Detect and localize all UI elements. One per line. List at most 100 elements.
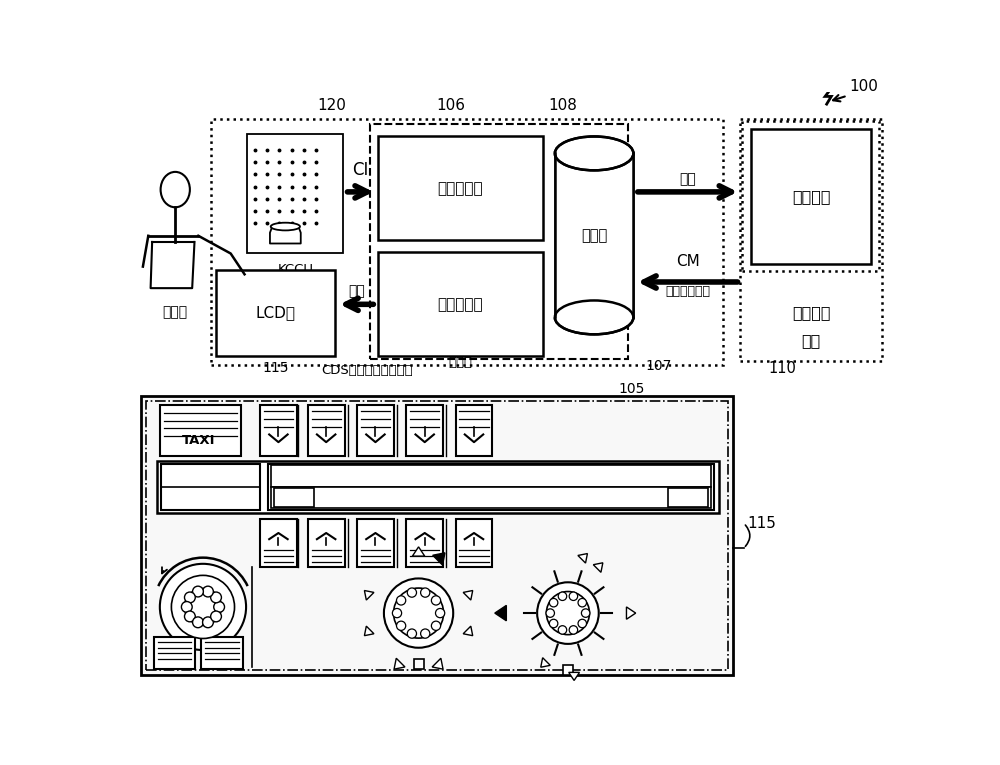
Ellipse shape (549, 598, 558, 607)
Ellipse shape (203, 586, 213, 597)
Text: 航空电子: 航空电子 (792, 305, 831, 321)
Polygon shape (593, 563, 603, 572)
Bar (308, 519, 345, 567)
Text: 107: 107 (645, 359, 671, 373)
Bar (260, 519, 297, 567)
Ellipse shape (546, 609, 554, 617)
Text: 系统: 系统 (802, 333, 821, 348)
Bar (406, 405, 443, 456)
Ellipse shape (271, 223, 300, 230)
Polygon shape (394, 658, 405, 669)
Ellipse shape (171, 575, 235, 639)
Bar (555, 154, 633, 317)
Polygon shape (432, 658, 443, 669)
Text: CM: CM (676, 254, 700, 269)
Bar (274, 488, 314, 507)
Text: 105: 105 (619, 382, 645, 396)
Ellipse shape (436, 608, 445, 617)
Bar (211, 119, 723, 365)
Bar (370, 124, 628, 359)
Bar (201, 637, 243, 669)
Bar (146, 401, 728, 670)
Bar (357, 519, 394, 567)
Bar (157, 461, 719, 513)
Bar (268, 464, 714, 510)
Bar (161, 464, 260, 510)
Ellipse shape (569, 592, 578, 601)
Text: 事件: 事件 (680, 172, 696, 186)
Ellipse shape (160, 564, 246, 650)
Ellipse shape (569, 626, 578, 634)
Ellipse shape (396, 596, 406, 605)
Ellipse shape (558, 592, 567, 601)
Ellipse shape (396, 621, 406, 630)
Text: LS: LS (166, 653, 183, 666)
Bar (160, 405, 241, 456)
Bar (456, 519, 492, 567)
Polygon shape (412, 547, 425, 556)
Ellipse shape (184, 611, 195, 622)
Ellipse shape (161, 172, 190, 207)
Ellipse shape (193, 617, 203, 628)
Ellipse shape (184, 588, 221, 626)
Ellipse shape (384, 578, 453, 648)
Text: 115: 115 (747, 516, 776, 530)
Text: 120: 120 (317, 98, 346, 112)
Ellipse shape (537, 582, 599, 644)
Text: CDS（显示管理系统）: CDS（显示管理系统） (322, 363, 413, 376)
Ellipse shape (555, 136, 633, 171)
Ellipse shape (392, 608, 402, 617)
Ellipse shape (578, 598, 587, 607)
Ellipse shape (214, 601, 225, 612)
Ellipse shape (394, 588, 444, 638)
Text: 106: 106 (436, 98, 465, 112)
Text: QNH 1013: QNH 1013 (171, 470, 250, 484)
Text: 108: 108 (548, 98, 577, 112)
Ellipse shape (193, 586, 203, 597)
Bar (216, 270, 335, 356)
Polygon shape (433, 553, 445, 565)
Polygon shape (364, 626, 374, 636)
Polygon shape (495, 605, 506, 620)
Bar (742, 121, 879, 272)
Text: 100: 100 (850, 79, 879, 94)
Ellipse shape (555, 301, 633, 334)
Text: 显示管理器: 显示管理器 (437, 297, 483, 312)
Polygon shape (626, 607, 636, 619)
Bar (668, 488, 708, 507)
Ellipse shape (211, 611, 221, 622)
Bar (141, 396, 733, 675)
Text: CI: CI (352, 161, 368, 179)
Bar (378, 252, 543, 356)
Text: 微件库: 微件库 (581, 228, 607, 243)
Text: LCD屏: LCD屏 (255, 305, 295, 321)
Text: （设置参数）: （设置参数） (666, 285, 711, 298)
Ellipse shape (203, 617, 213, 628)
Text: 驾驶员: 驾驶员 (163, 305, 188, 319)
Text: 服务器: 服务器 (448, 356, 472, 369)
Bar (563, 666, 573, 675)
Bar (456, 405, 492, 456)
Ellipse shape (546, 591, 590, 635)
Polygon shape (463, 591, 473, 600)
Bar (751, 129, 871, 263)
Bar (247, 134, 343, 253)
Text: WX  TERR TRAF: WX TERR TRAF (427, 486, 555, 500)
Bar (414, 659, 424, 669)
Bar (357, 405, 394, 456)
Ellipse shape (431, 621, 441, 630)
Bar (740, 119, 882, 361)
Bar (308, 405, 345, 456)
Bar (271, 487, 711, 509)
Ellipse shape (549, 619, 558, 628)
Text: TAXI: TAXI (182, 434, 215, 447)
Bar (260, 405, 297, 456)
Text: 1013: 1013 (191, 492, 230, 506)
Bar (378, 136, 543, 240)
Text: CSTR WPT VORD NDB ARPT: CSTR WPT VORD NDB ARPT (378, 465, 604, 480)
Ellipse shape (431, 596, 441, 605)
Text: 渲染: 渲染 (348, 285, 365, 298)
Polygon shape (364, 591, 374, 600)
Text: 115: 115 (262, 361, 289, 376)
Ellipse shape (181, 601, 192, 612)
